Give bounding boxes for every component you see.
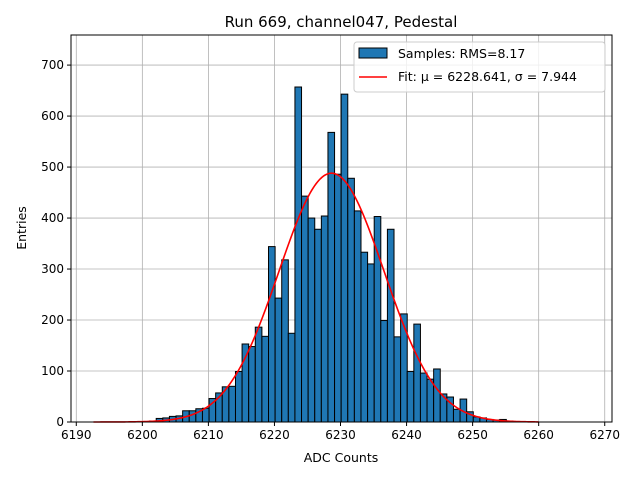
- bars: [149, 86, 514, 423]
- y-tick-label: 500: [41, 160, 64, 174]
- x-tick-label: 6270: [589, 428, 620, 442]
- histogram-bar: [334, 173, 342, 423]
- y-tick-label: 300: [41, 262, 64, 276]
- legend-label-fit: Fit: μ = 6228.641, σ = 7.944: [398, 69, 577, 84]
- histogram-bar: [301, 195, 309, 423]
- x-tick-label: 6200: [127, 428, 158, 442]
- legend-box: [353, 41, 606, 93]
- x-tick-label: 6210: [193, 428, 224, 442]
- y-tick-label: 0: [56, 415, 64, 429]
- x-tick-label: 6240: [391, 428, 422, 442]
- histogram-bar: [234, 371, 243, 423]
- histogram-bar: [353, 210, 362, 423]
- x-tick-label: 6250: [457, 428, 488, 442]
- y-tick-label: 200: [41, 313, 64, 327]
- x-tick-label: 6230: [325, 428, 356, 442]
- histogram-bar: [413, 323, 421, 423]
- histogram-bar: [201, 407, 210, 423]
- histogram-bar: [367, 263, 375, 423]
- chart-title: Run 669, channel047, Pedestal: [225, 13, 458, 31]
- histogram-bar: [347, 177, 355, 423]
- histogram-bar: [268, 246, 276, 423]
- histogram-bar: [340, 93, 349, 423]
- histogram-bar: [254, 326, 263, 423]
- histogram-bar: [281, 259, 289, 423]
- histogram-bar: [314, 228, 322, 423]
- histogram-bar: [433, 368, 441, 423]
- histogram-bar: [320, 215, 329, 423]
- x-tick-label: 6220: [259, 428, 290, 442]
- histogram-bar: [419, 372, 428, 423]
- histogram-bar: [406, 371, 415, 423]
- y-axis-label: Entries: [14, 206, 29, 250]
- plot-frame: [70, 34, 613, 423]
- y-tick-label: 700: [41, 58, 64, 72]
- x-axis-label: ADC Counts: [304, 450, 379, 465]
- legend-label-samples: Samples: RMS=8.17: [398, 46, 525, 61]
- fit-curve: [93, 172, 539, 423]
- legend-patch-samples: [358, 47, 388, 59]
- histogram-bar: [188, 410, 197, 423]
- histogram-bar: [380, 320, 388, 423]
- y-tick-label: 400: [41, 211, 64, 225]
- histogram-bar: [294, 86, 303, 423]
- x-tick-label: 6190: [61, 428, 92, 442]
- histogram-bar: [274, 297, 283, 423]
- histogram-bar: [360, 251, 369, 423]
- histogram-bar: [261, 335, 270, 423]
- x-tick-label: 6260: [523, 428, 554, 442]
- histogram-bar: [393, 336, 402, 423]
- legend: Samples: RMS=8.17 Fit: μ = 6228.641, σ =…: [353, 41, 606, 93]
- ticks: 6190 6200 6210 6220 6230 6240 6250 6260 6270 0 100…: [41, 58, 620, 442]
- histogram-bar: [248, 346, 256, 423]
- histogram-bar: [426, 378, 435, 423]
- histogram-bar: [327, 131, 336, 423]
- histogram-bar: [452, 408, 461, 423]
- y-tick-label: 600: [41, 109, 64, 123]
- y-tick-label: 100: [41, 364, 64, 378]
- histogram-bar: [228, 385, 236, 423]
- histogram-bar: [287, 332, 296, 423]
- histogram-bar: [386, 228, 395, 423]
- histogram-bar: [307, 217, 316, 423]
